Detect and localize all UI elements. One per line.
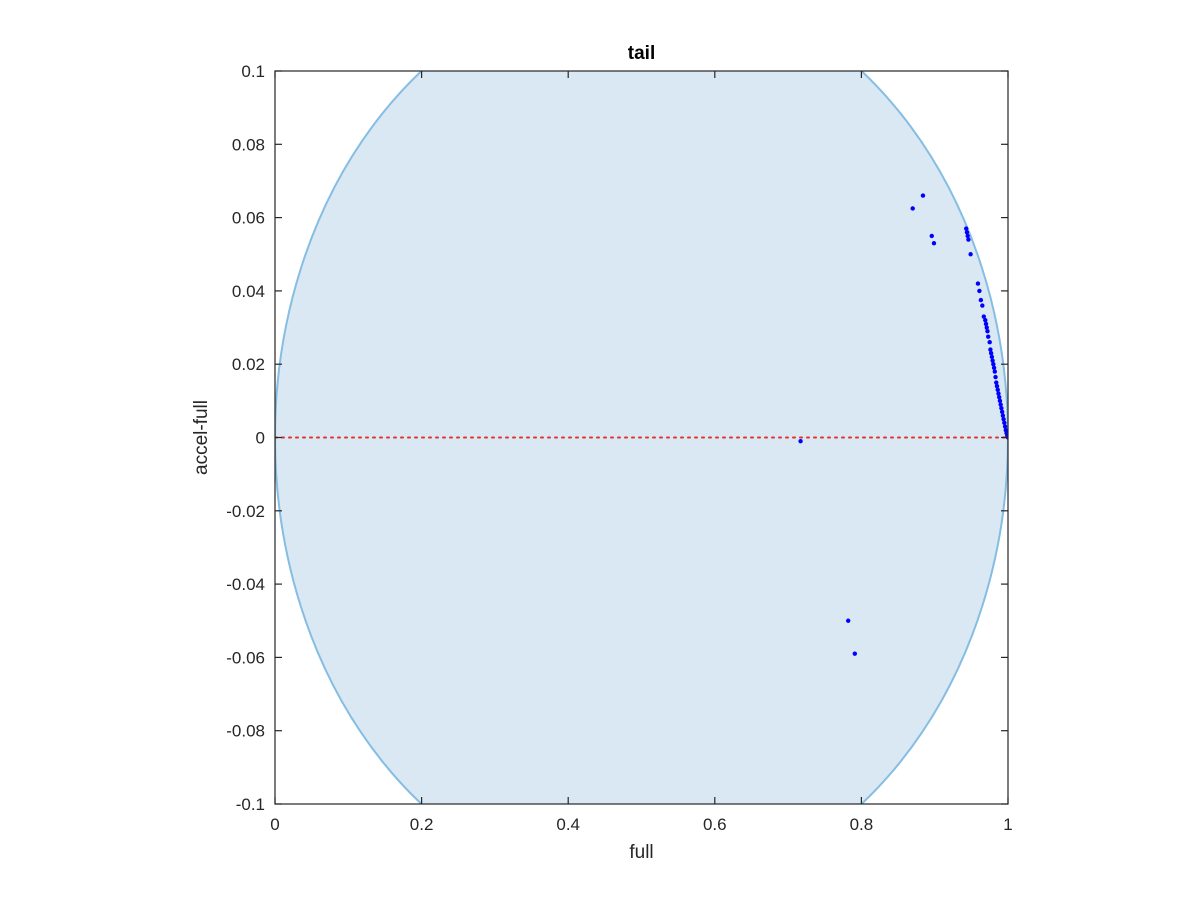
data-point (999, 409, 1005, 415)
y-tick-label: 0 (256, 429, 265, 448)
region-ellipse (275, 71, 1008, 804)
data-point (981, 314, 987, 319)
y-tick-label: -0.1 (236, 795, 265, 814)
x-tick-label: 0.6 (703, 815, 727, 834)
data-point (965, 233, 970, 239)
data-point (990, 358, 995, 363)
data-point (978, 297, 984, 303)
y-tick-label: -0.02 (226, 502, 265, 521)
data-point (1001, 416, 1006, 422)
data-point (985, 329, 990, 334)
data-point (977, 288, 982, 294)
y-tick-label: 0.08 (232, 135, 265, 154)
data-point (997, 394, 1002, 400)
y-tick-label: 0.06 (232, 209, 265, 228)
data-point (996, 391, 1001, 396)
data-point (931, 241, 937, 246)
data-point (1002, 420, 1007, 426)
data-point (929, 233, 934, 239)
y-axis-label: accel-full (191, 400, 212, 475)
data-point (995, 387, 1000, 393)
x-tick-label: 0.8 (850, 815, 874, 834)
x-tick-label: 1 (1003, 815, 1012, 834)
data-point (987, 340, 992, 345)
data-point (983, 321, 989, 327)
y-tick-label: 0.02 (232, 355, 265, 374)
data-point (798, 438, 803, 444)
data-point (997, 398, 1003, 404)
x-tick-label: 0.2 (410, 815, 434, 834)
data-point (1000, 413, 1006, 418)
data-point (966, 237, 971, 242)
data-point (991, 362, 996, 367)
data-point (986, 334, 991, 339)
data-point (968, 252, 973, 257)
x-axis-label: full (629, 842, 653, 863)
data-point (999, 405, 1004, 411)
data-point (998, 402, 1003, 407)
data-point (910, 206, 915, 211)
x-tick-label: 0 (270, 815, 279, 834)
data-point (993, 374, 998, 380)
data-point (992, 369, 998, 374)
y-tick-label: 0.1 (241, 62, 265, 81)
y-tick-label: -0.04 (226, 575, 265, 594)
chart-title: tail (628, 43, 655, 64)
data-point (983, 318, 988, 323)
data-point (852, 651, 858, 656)
data-point (920, 193, 926, 198)
data-point (988, 347, 993, 352)
data-point (980, 303, 985, 308)
data-point (994, 383, 1000, 389)
y-tick-label: -0.06 (226, 648, 265, 667)
data-point (964, 226, 969, 231)
data-point (991, 365, 997, 371)
data-point (964, 230, 970, 235)
data-point (989, 354, 995, 360)
x-tick-label: 0.4 (556, 815, 580, 834)
data-point (1002, 424, 1008, 429)
data-point (988, 351, 994, 356)
data-point (975, 281, 981, 286)
y-tick-label: -0.08 (226, 722, 265, 741)
data-point (994, 380, 999, 385)
y-tick-label: 0.04 (232, 282, 265, 301)
data-point (984, 325, 989, 330)
data-point (846, 618, 851, 623)
